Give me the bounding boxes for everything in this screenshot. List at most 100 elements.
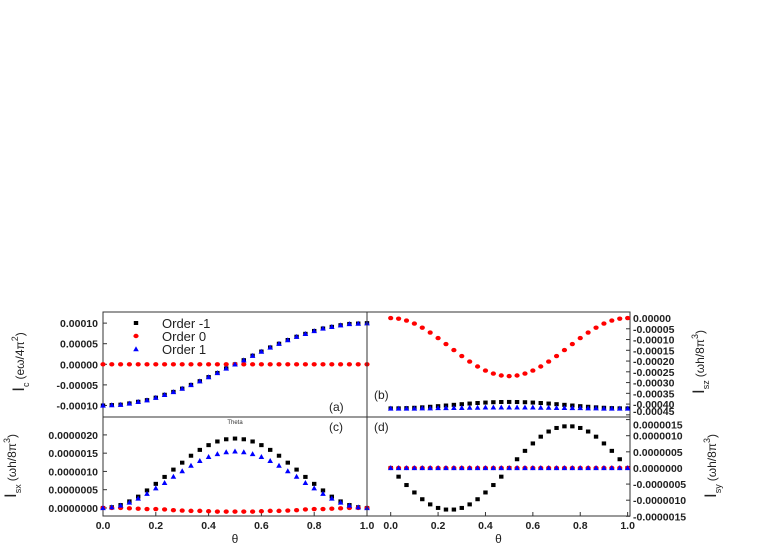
data-point	[569, 405, 576, 411]
x-tick-label: 0.4	[478, 520, 493, 532]
data-point	[311, 485, 317, 491]
y-label-main: I	[689, 389, 708, 394]
data-point	[179, 385, 185, 391]
data-point	[395, 465, 402, 471]
data-point	[312, 481, 317, 486]
data-point	[258, 454, 265, 460]
data-point	[569, 341, 575, 347]
data-point	[205, 374, 212, 380]
y-tick-label: -0.00045	[633, 406, 675, 418]
data-point	[197, 378, 203, 384]
data-point	[109, 362, 115, 367]
y-tick-label: 0.00005	[60, 339, 98, 351]
y-axis-label: Isx (ωh/8π3)	[1, 434, 23, 498]
data-point	[459, 505, 464, 510]
data-point	[483, 400, 488, 405]
legend-marker	[133, 321, 139, 325]
data-point	[419, 405, 426, 411]
data-point	[338, 506, 344, 511]
data-point	[311, 328, 317, 334]
data-point	[126, 499, 133, 505]
data-point	[241, 437, 246, 442]
data-point	[546, 429, 551, 434]
data-point	[249, 352, 256, 358]
data-point	[293, 473, 300, 479]
data-point	[285, 362, 291, 367]
data-point	[232, 448, 238, 454]
data-point	[482, 368, 489, 373]
data-point	[467, 502, 472, 507]
legend-label: Order 1	[162, 342, 206, 357]
data-point	[276, 508, 282, 514]
data-point	[161, 479, 168, 485]
data-point	[537, 465, 544, 471]
data-point	[498, 404, 505, 410]
data-point	[537, 404, 544, 410]
data-point	[593, 405, 599, 411]
legend-marker	[133, 346, 139, 352]
data-point	[188, 453, 194, 458]
data-point	[506, 399, 512, 404]
data-point	[483, 490, 488, 495]
y-tick-label: -0.00025	[633, 367, 675, 379]
data-point	[585, 330, 591, 335]
data-point	[135, 506, 141, 511]
data-point	[490, 371, 496, 376]
y-tick-label: -0.00010	[633, 335, 675, 347]
data-point	[293, 362, 300, 367]
data-point	[601, 441, 607, 446]
data-point	[617, 457, 622, 462]
data-point	[427, 405, 433, 411]
data-point	[490, 465, 497, 471]
data-point	[451, 404, 457, 410]
data-point	[223, 449, 230, 455]
data-point	[609, 448, 615, 453]
data-point	[259, 443, 264, 448]
data-point	[302, 507, 309, 512]
data-point	[388, 315, 394, 321]
y-tick-label: 0.00000	[60, 359, 98, 371]
data-point	[179, 362, 185, 367]
data-point	[467, 359, 473, 364]
y-tick-label: 0.0000015	[633, 420, 683, 432]
data-point	[320, 490, 326, 496]
data-point	[355, 362, 361, 367]
data-point	[153, 394, 159, 400]
data-point	[561, 347, 568, 353]
data-point	[498, 373, 504, 378]
data-point	[499, 474, 504, 479]
data-point	[387, 405, 394, 411]
plot-frame	[366, 416, 631, 517]
data-point	[232, 509, 238, 514]
data-point	[585, 405, 591, 411]
y-tick-label: -0.00020	[633, 356, 675, 368]
y-label-sup: 3	[2, 438, 12, 443]
y-label-sub: sz	[701, 380, 711, 390]
y-tick-label: -0.00035	[633, 388, 675, 400]
series-order--1	[388, 424, 630, 512]
data-point	[108, 402, 115, 408]
y-tick-label: -0.00040	[633, 399, 675, 411]
data-point	[475, 401, 480, 406]
data-point	[554, 425, 559, 430]
panel-c: 0.00000200.00000150.00000100.00000050.00…	[1, 416, 374, 545]
data-point	[403, 405, 410, 411]
x-tick-label: 0.2	[431, 520, 446, 532]
data-point	[498, 465, 505, 471]
data-point	[411, 321, 417, 326]
data-point	[467, 401, 472, 406]
data-point	[601, 465, 607, 471]
x-tick-label: 0.4	[201, 520, 216, 532]
data-point	[474, 465, 481, 471]
data-point	[491, 483, 496, 488]
x-tick-label: 1.0	[620, 520, 635, 532]
data-point	[153, 485, 159, 491]
data-point	[276, 340, 282, 346]
data-point	[188, 382, 194, 388]
y-label-sup: 3	[690, 334, 700, 339]
data-point	[276, 362, 282, 367]
data-point	[419, 325, 425, 330]
data-point	[538, 401, 543, 406]
data-point	[161, 391, 168, 397]
data-point	[609, 465, 615, 471]
